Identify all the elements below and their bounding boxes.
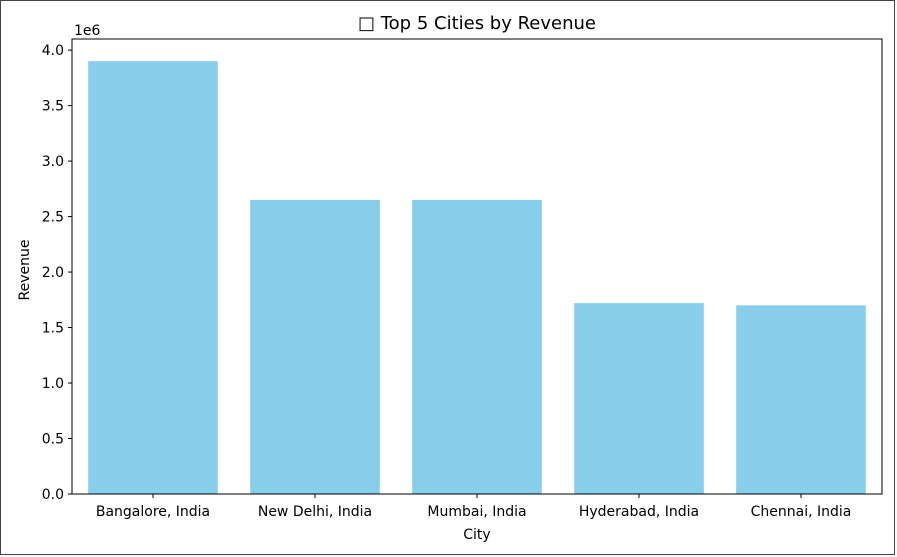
- chart-title: □ Top 5 Cities by Revenue: [358, 13, 596, 34]
- x-tick-label: Mumbai, India: [427, 504, 526, 520]
- y-tick-label: 3.5: [42, 99, 64, 115]
- y-tick-label: 4.0: [42, 43, 64, 59]
- y-tick-label: 1.5: [42, 321, 64, 337]
- y-tick-label: 0.0: [42, 487, 64, 503]
- x-axis-ticks: Bangalore, India New Delhi, India Mumbai, …: [96, 494, 852, 520]
- x-tick-label: Hyderabad, India: [579, 504, 699, 520]
- y-axis-ticks: 0.0 0.5 1.0 1.5 2.0 2.5 3.0 3.5 4.0: [42, 43, 72, 503]
- x-tick-label: Chennai, India: [751, 504, 852, 520]
- bar-2: [412, 199, 542, 495]
- x-tick-label: New Delhi, India: [258, 504, 372, 520]
- bar-0: [88, 61, 218, 494]
- y-tick-label: 2.5: [42, 210, 64, 226]
- y-tick-label: 3.0: [42, 154, 64, 170]
- plot-area-frame: [71, 38, 883, 495]
- bar-3: [574, 303, 704, 494]
- y-axis-label: Revenue: [17, 240, 33, 301]
- y-axis-offset-text: 1e6: [74, 23, 101, 39]
- y-tick-label: 0.5: [42, 432, 64, 448]
- x-tick-label: Bangalore, India: [96, 504, 210, 520]
- y-tick-label: 2.0: [42, 265, 64, 281]
- bars-group: [88, 61, 866, 495]
- x-axis-label: City: [463, 527, 490, 543]
- bar-4: [736, 305, 866, 494]
- bar-1: [250, 199, 380, 495]
- y-tick-label: 1.0: [42, 376, 64, 392]
